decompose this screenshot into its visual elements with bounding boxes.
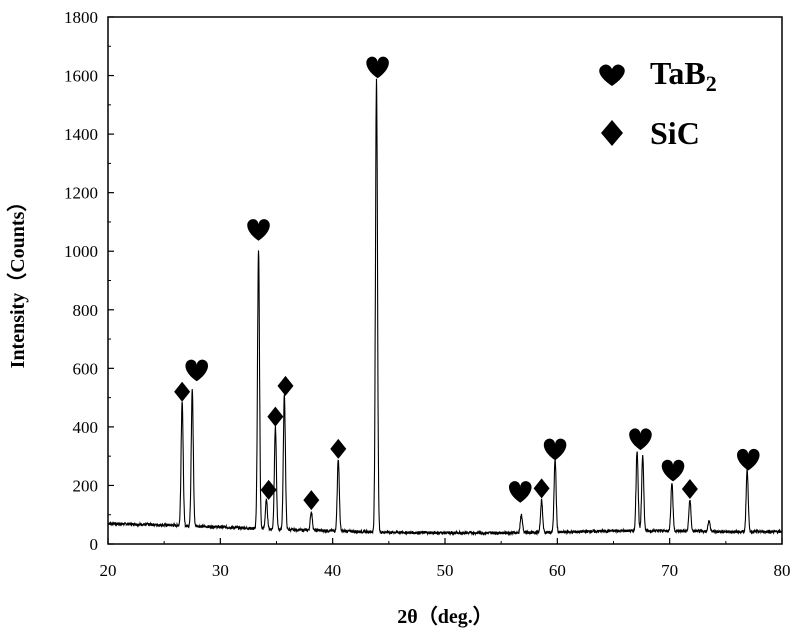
heart-marker — [661, 459, 685, 482]
diamond-marker — [681, 478, 698, 499]
y-tick-label: 600 — [73, 359, 99, 378]
x-tick-label: 40 — [324, 561, 341, 580]
x-tick-label: 20 — [100, 561, 117, 580]
y-tick-label: 200 — [73, 476, 99, 495]
y-tick-label: 1400 — [64, 125, 98, 144]
heart-marker — [247, 219, 270, 241]
x-axis-title: 2θ（deg.） — [397, 605, 492, 628]
x-tick-label: 60 — [549, 561, 566, 580]
legend-label-tab2-subscript: 2 — [706, 71, 717, 96]
y-tick-label: 1600 — [64, 67, 98, 86]
y-tick-label: 1800 — [64, 8, 98, 27]
diamond-marker — [330, 438, 347, 459]
heart-marker — [185, 359, 209, 382]
y-tick-label: 400 — [73, 418, 99, 437]
x-tick-label: 50 — [437, 561, 454, 580]
diamond-marker — [277, 375, 294, 396]
heart-marker — [543, 438, 567, 461]
heart-marker — [508, 481, 532, 503]
diamond-marker — [174, 381, 191, 402]
tick-labels: 20 30 40 50 60 70 8002004006008001000120014001… — [64, 8, 791, 580]
legend: TaB2 SiC — [599, 55, 717, 151]
x-tick-label: 30 — [212, 561, 229, 580]
phase-markers — [174, 56, 760, 511]
diamond-icon — [601, 120, 623, 146]
heart-icon — [599, 64, 625, 86]
legend-label-sic: SiC — [650, 115, 700, 151]
diamond-marker — [533, 478, 550, 499]
x-tick-label: 70 — [661, 561, 678, 580]
y-tick-label: 0 — [90, 535, 99, 554]
y-tick-label: 1000 — [64, 242, 98, 261]
xrd-pattern-line — [107, 78, 783, 537]
y-tick-label: 800 — [73, 301, 99, 320]
axis-ticks — [107, 16, 783, 545]
diamond-marker — [260, 479, 277, 500]
diamond-marker — [267, 406, 284, 427]
heart-marker — [737, 448, 760, 471]
legend-label-tab2: TaB2 — [650, 55, 717, 96]
heart-marker — [629, 428, 652, 451]
y-axis-title: Intensity（Counts） — [6, 192, 29, 369]
heart-marker — [366, 56, 389, 79]
y-tick-label: 1200 — [64, 184, 98, 203]
x-tick-label: 80 — [774, 561, 791, 580]
diamond-marker — [303, 490, 320, 511]
